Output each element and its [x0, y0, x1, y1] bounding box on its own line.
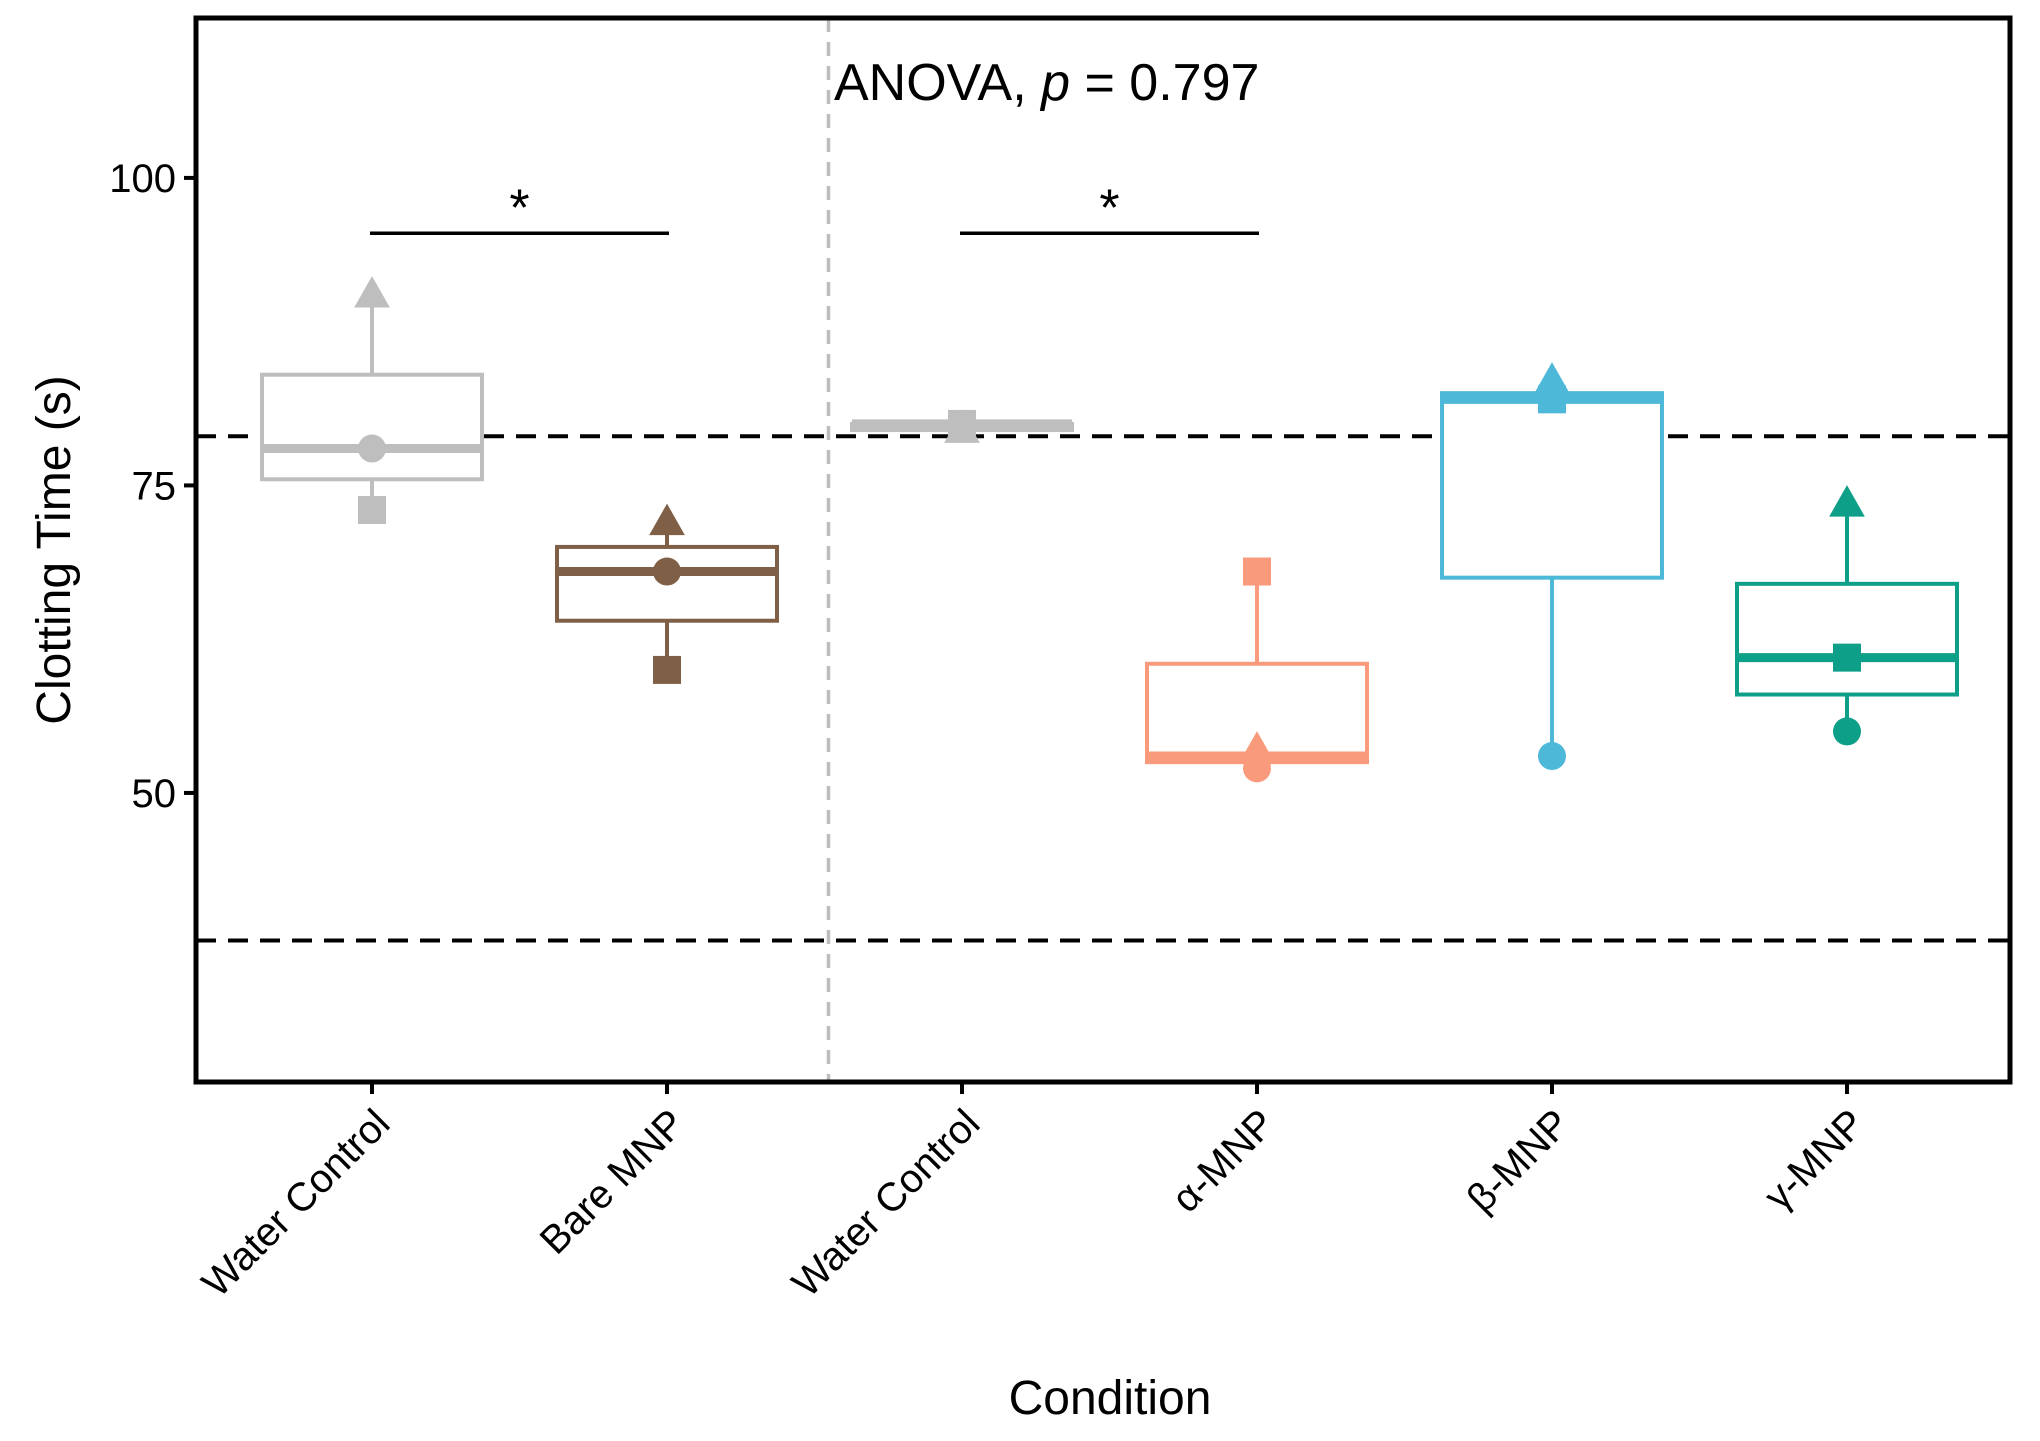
point-6-square [1833, 643, 1861, 672]
box-6-γ-mnp [1735, 510, 1959, 732]
anova-p-symbol: p [1039, 54, 1070, 112]
point-5-triangle [1534, 362, 1570, 394]
x-tick-label-6: γ-MNP [1756, 1101, 1874, 1219]
box-body [260, 372, 484, 482]
y-axis-title: Clotting Time (s) [28, 375, 81, 724]
point-1-circle [358, 434, 386, 463]
point-2-circle [653, 557, 681, 586]
anova-prefix: ANOVA, [834, 54, 1041, 112]
anova-p-value: = 0.797 [1070, 54, 1259, 112]
y-tick-label-50: 50 [132, 772, 177, 816]
y-tick-label-100: 100 [109, 157, 176, 201]
box-body [1735, 581, 1959, 697]
point-6-circle [1833, 717, 1861, 746]
x-tick-label-5: β-MNP [1459, 1101, 1579, 1221]
significance-label-2: * [1099, 179, 1119, 237]
anova-annotation: ANOVA, p = 0.797 [834, 54, 1259, 112]
box-2-bare-mnp [555, 522, 779, 670]
point-6-triangle [1829, 485, 1865, 517]
point-3-triangle [944, 411, 980, 443]
point-2-triangle [649, 503, 685, 536]
y-tick-label-75: 75 [132, 464, 177, 508]
point-1-triangle [354, 276, 390, 308]
point-5-circle [1538, 742, 1566, 771]
significance-label-1: * [509, 179, 529, 237]
point-4-square [1243, 557, 1271, 586]
x-tick-label-2: Bare MNP [532, 1101, 694, 1263]
box-body [1440, 391, 1664, 580]
box-5-β-mnp [1440, 387, 1664, 757]
point-2-square [653, 655, 681, 684]
x-tick-label-4: α-MNP [1164, 1101, 1284, 1221]
x-axis-title: Condition [1009, 1372, 1212, 1425]
point-4-triangle [1239, 731, 1275, 763]
point-1-square [358, 496, 386, 525]
x-tick-label-1: Water Control [194, 1101, 399, 1306]
x-tick-label-3: Water Control [784, 1101, 989, 1306]
box-1-water-control [260, 294, 484, 511]
plot-frame [193, 15, 2013, 1085]
